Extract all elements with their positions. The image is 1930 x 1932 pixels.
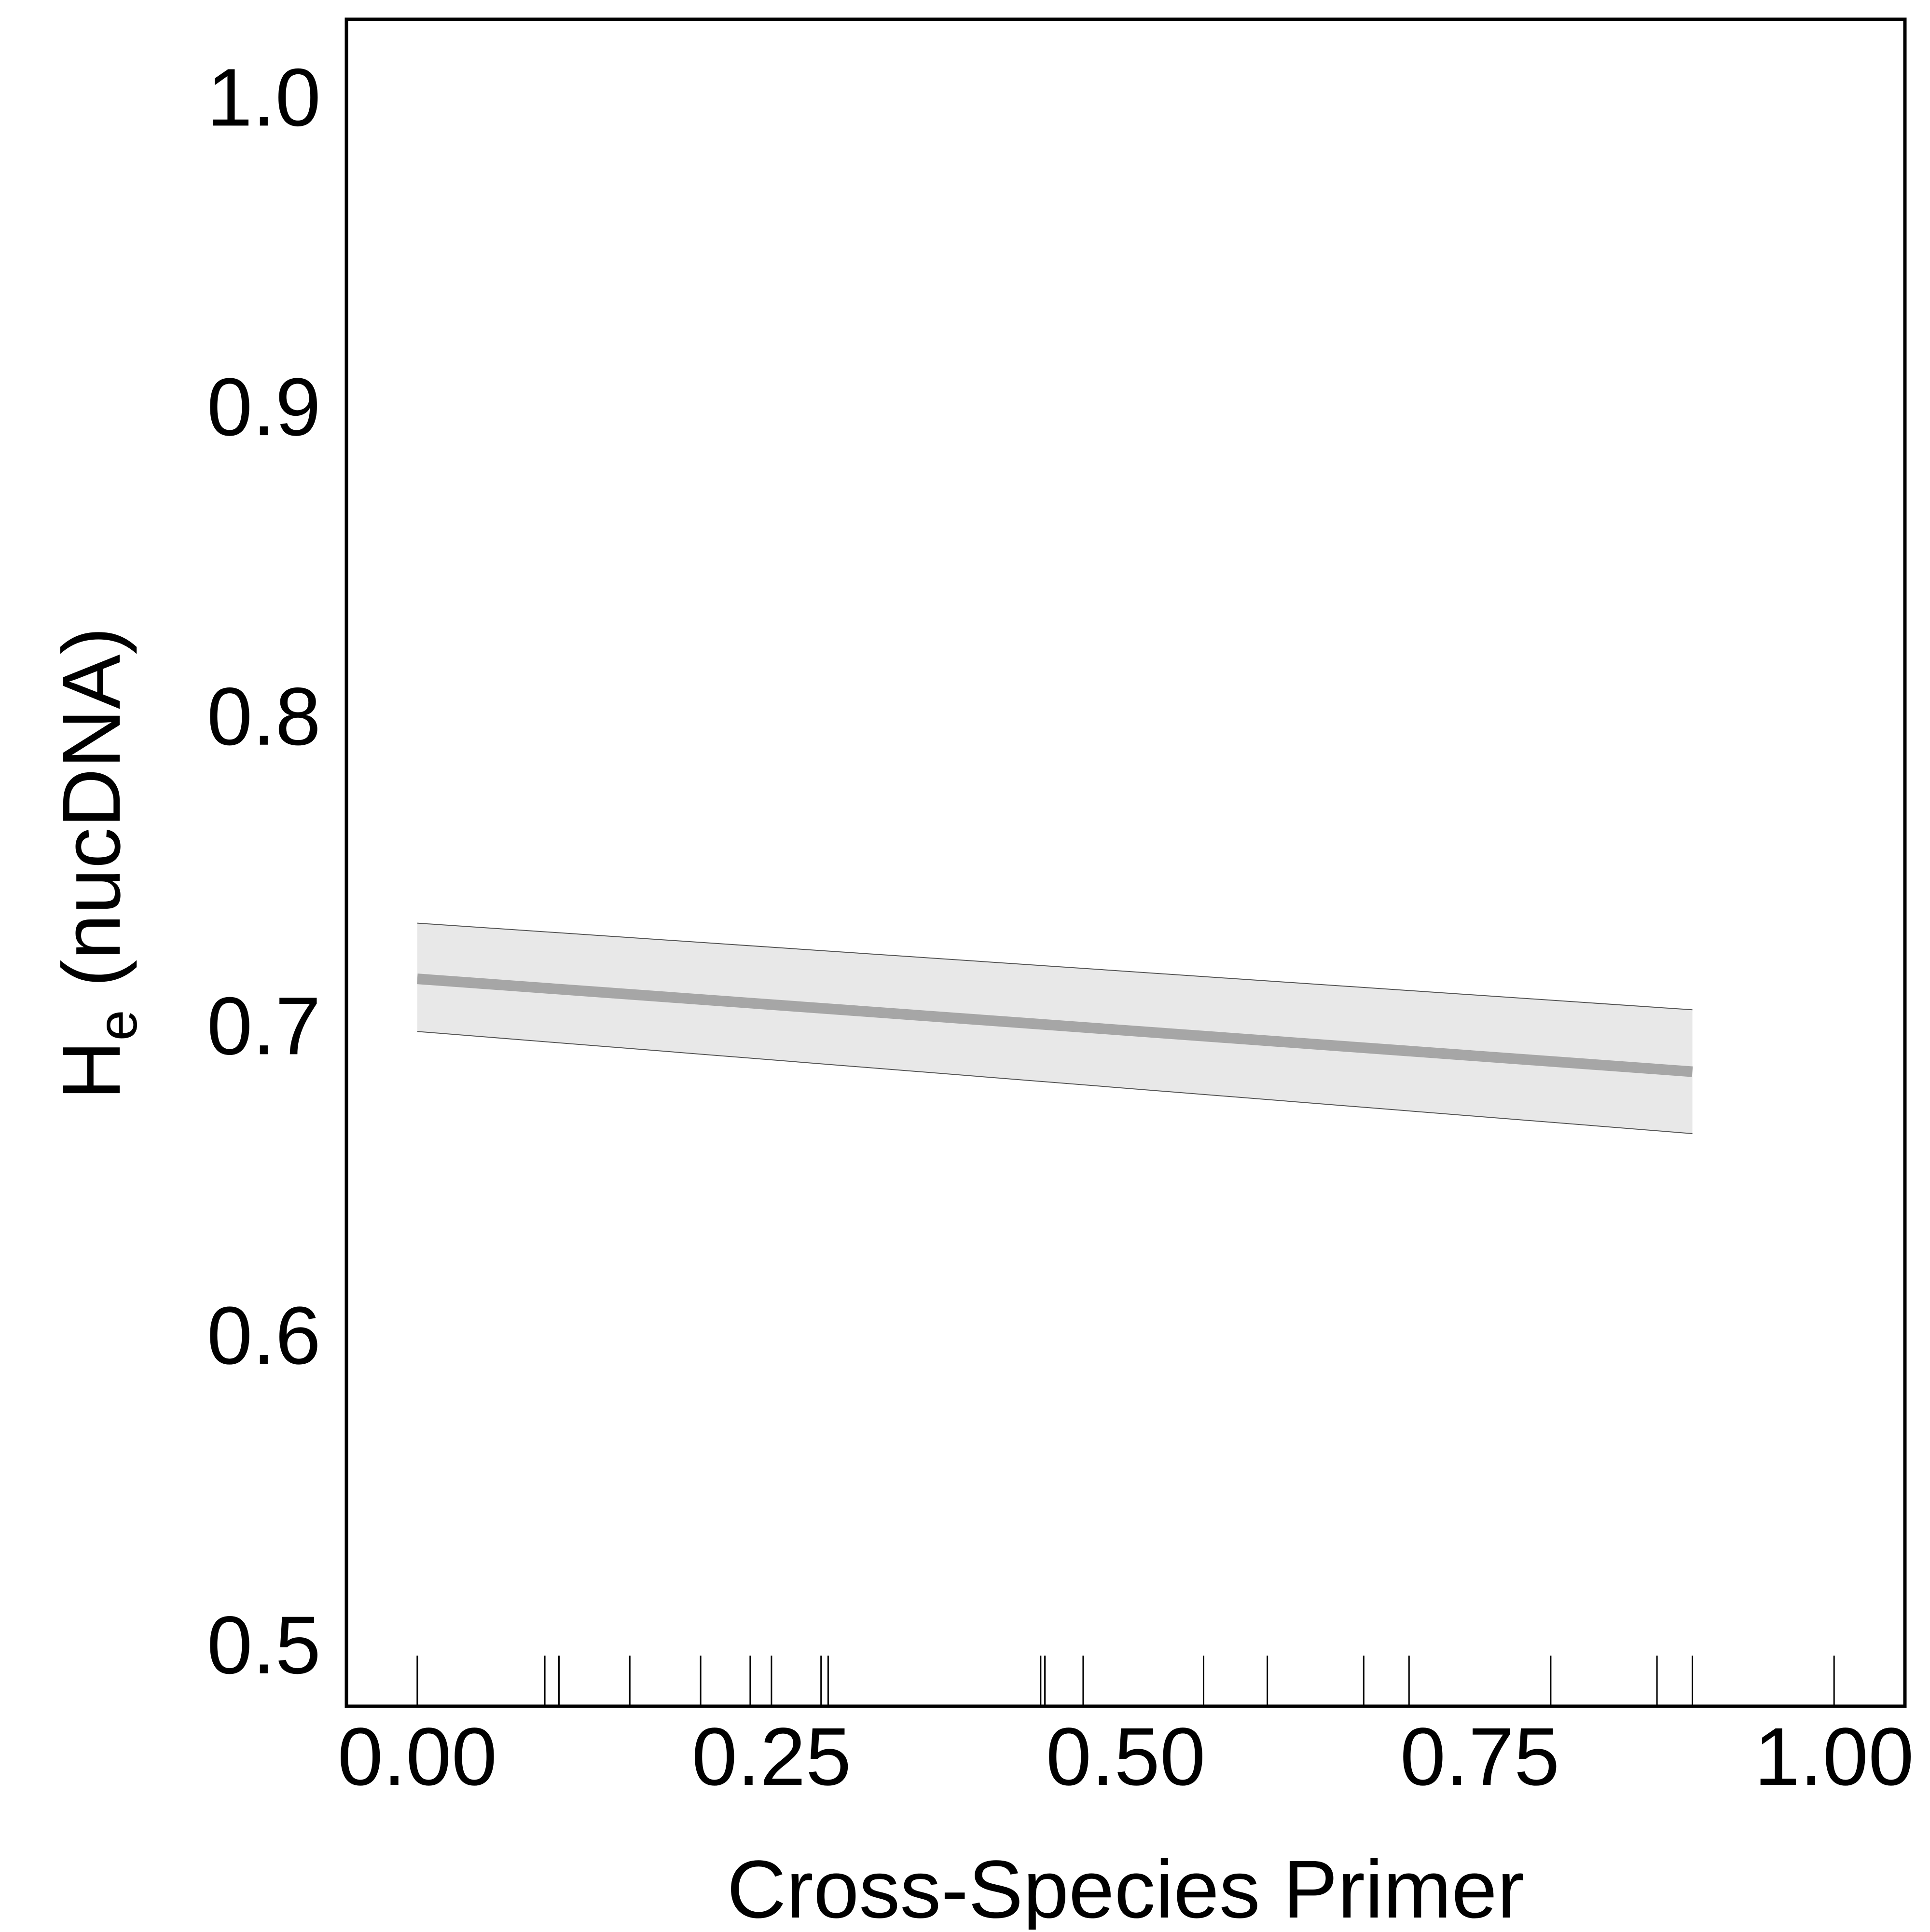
x-axis-title: Cross-Species Primer [727, 1844, 1524, 1930]
x-tick-label: 1.00 [1754, 1711, 1914, 1803]
y-tick-label: 0.8 [207, 671, 321, 763]
y-tick-label: 0.9 [207, 361, 321, 453]
x-axis: 0.00 0.25 0.50 0.75 1.00 [337, 1711, 1914, 1803]
plot-frame [345, 17, 1907, 1708]
x-tick-label: 0.50 [1046, 1711, 1206, 1803]
x-tick-label: 0.25 [691, 1711, 851, 1803]
y-tick-label: 0.6 [207, 1290, 321, 1382]
x-tick-label: 0.00 [337, 1711, 497, 1803]
rug-layer [416, 1656, 1835, 1706]
y-axis-title-suffix: (nucDNA) [46, 627, 138, 1010]
fit-line [417, 973, 1693, 1077]
fit-line-layer [417, 973, 1693, 1077]
y-axis-title-main: H [46, 1041, 138, 1100]
y-tick-label: 0.5 [207, 1600, 321, 1691]
y-axis-title-subscript: e [87, 1010, 149, 1041]
confidence-band-upper-edge [417, 922, 1693, 1011]
x-tick-label: 0.75 [1400, 1711, 1560, 1803]
confidence-band-lower-edge [417, 1031, 1693, 1134]
y-tick-label: 1.0 [207, 52, 321, 143]
y-tick-label: 0.7 [207, 980, 321, 1072]
y-axis: 0.5 0.6 0.7 0.8 0.9 1.0 [207, 52, 321, 1691]
y-axis-title: He (nucDNA) [46, 627, 149, 1100]
